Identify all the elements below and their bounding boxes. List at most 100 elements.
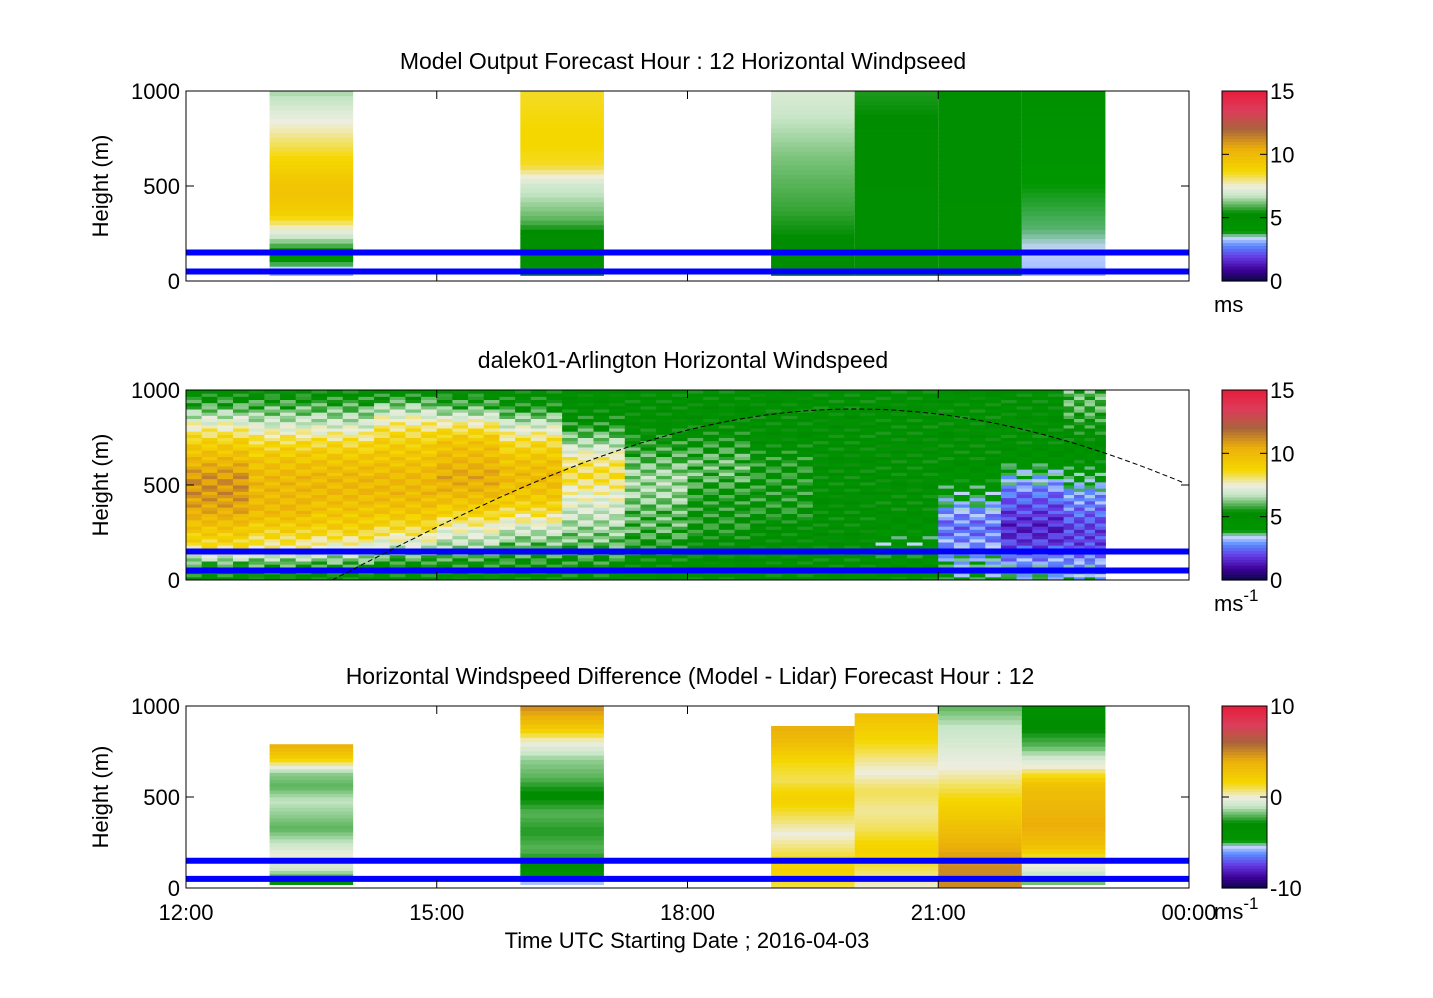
heatmap-cell-4-0-33 [436, 472, 453, 476]
heatmap-cell-12-0-0 [938, 576, 955, 580]
heatmap-cell-3-1-56 [389, 399, 406, 404]
heatmap-cell-1-2-6 [280, 557, 297, 562]
heatmap-cell-7-2-51 [656, 415, 673, 419]
heatmap-cell-2-3-15 [358, 529, 375, 533]
heatmap-cell-4-2-30 [468, 481, 485, 486]
heatmap-cell-7-0-29 [624, 485, 641, 489]
heatmap-cell-2-3-21 [358, 510, 375, 514]
heatmap-cell-12-0-45 [938, 434, 955, 438]
heatmap-cell-4-37 [938, 715, 1022, 721]
heatmap-cell-0-8 [269, 852, 354, 857]
heatmap-cell-4-0-18 [436, 519, 453, 524]
heatmap-cell-0-0-38 [186, 456, 203, 461]
heatmap-cell-3-2-47 [405, 428, 422, 432]
heatmap-cell-0-1-1 [201, 573, 218, 578]
heatmap-cell-11-3-26 [922, 494, 939, 499]
heatmap-cell-13-3-50 [1047, 418, 1065, 423]
heatmap-cell-0-3-16 [233, 526, 250, 530]
heatmap-cell-10-1-49 [828, 421, 845, 426]
heatmap-cell-11-2-29 [906, 485, 924, 489]
heatmap-cell-4-0-50 [436, 418, 453, 423]
heatmap-cell-11-0-0 [875, 576, 892, 580]
heatmap-cell-13-0-21 [1000, 510, 1018, 514]
heatmap-cell-8-3-21 [734, 510, 751, 514]
heatmap-cell-4-2-15 [468, 529, 485, 533]
heatmap-cell-3-1-24 [389, 500, 406, 505]
heatmap-cell-9-1-46 [765, 431, 783, 435]
heatmap-cell-10-2-13 [844, 535, 861, 540]
heatmap-cell-4-0-6 [436, 557, 453, 562]
heatmap-cell-8-3-52 [734, 412, 751, 416]
heatmap-cell-13-1-41 [1016, 447, 1033, 451]
heatmap-cell-1-2-11 [280, 542, 297, 546]
heatmap-cell-3-10 [854, 224, 939, 230]
heatmap-cell-3-1-49 [389, 421, 406, 426]
heatmap-cell-12-0-21 [938, 510, 955, 514]
heatmap-cell-11-1-54 [891, 405, 908, 410]
colorbar-segment-60 [1222, 398, 1267, 403]
heatmap-cell-3-3-52 [421, 412, 438, 416]
heatmap-cell-7-3-27 [671, 491, 688, 495]
heatmap-cell-5-3-39 [546, 453, 563, 457]
heatmap-cell-11-2-37 [906, 459, 924, 464]
heatmap-cell-1-1-56 [264, 399, 281, 404]
heatmap-cell-4-0-5 [436, 561, 453, 565]
heatmap-cell-13-3-54 [1047, 405, 1065, 410]
heatmap-cell-12-3-10 [985, 545, 1002, 549]
heatmap-cell-9-3-55 [797, 402, 814, 407]
heatmap-cell-11-3-5 [922, 561, 939, 565]
heatmap-cell-12-0-23 [938, 504, 955, 508]
heatmap-cell-12-1-31 [953, 478, 971, 483]
heatmap-cell-7-2-58 [656, 393, 673, 397]
heatmap-cell-3-2-5 [405, 561, 422, 565]
heatmap-cell-5-3-59 [546, 390, 563, 394]
heatmap-cell-0-2-22 [217, 507, 234, 511]
heatmap-cell-4-2-24 [468, 500, 485, 505]
heatmap-cell-7-1-53 [640, 409, 657, 413]
heatmap-cell-0-2-36 [217, 462, 234, 467]
heatmap-cell-4-1-51 [452, 415, 469, 419]
heatmap-cell-2-0-55 [311, 402, 328, 407]
heatmap-cell-8-3-29 [734, 485, 751, 489]
heatmap-cell-5-2-50 [530, 418, 547, 423]
heatmap-cell-1-3 [520, 866, 604, 872]
heatmap-cell-7-1-33 [640, 472, 657, 476]
heatmap-cell-9-2-33 [781, 472, 798, 476]
heatmap-cell-12-0-50 [938, 418, 955, 423]
heatmap-cell-13-2-0 [1032, 576, 1049, 580]
heatmap-cell-12-2-42 [969, 443, 986, 448]
heatmap-cell-1-12 [520, 215, 604, 221]
heatmap-cell-12-1-23 [953, 504, 971, 508]
colorbar-segment-50 [1222, 129, 1267, 134]
heatmap-cell-4-1-13 [452, 535, 469, 540]
heatmap-cell-13-1-1 [1016, 573, 1033, 578]
heatmap-cell-14-1-18 [1074, 519, 1086, 524]
heatmap-cell-14-2-49 [1084, 421, 1096, 426]
heatmap-cell-4-2-0 [468, 576, 485, 580]
heatmap-cell-1-0-25 [248, 497, 265, 502]
heatmap-cell-8-0-41 [687, 447, 704, 451]
heatmap-cell-13-3-39 [1047, 453, 1065, 457]
heatmap-cell-2-3-28 [358, 488, 375, 492]
heatmap-cell-6-1-31 [577, 478, 594, 483]
colorbar-segment-14 [1222, 535, 1267, 540]
heatmap-cell-10-1-20 [828, 513, 845, 518]
heatmap-cell-4-1-7 [452, 554, 469, 559]
heatmap-cell-13-1-50 [1016, 418, 1033, 423]
heatmap-cell-6-0-54 [562, 405, 579, 410]
heatmap-cell-4-0-19 [436, 516, 453, 521]
heatmap-cell-7-1-58 [640, 393, 657, 397]
heatmap-cell-6-0-55 [562, 402, 579, 407]
heatmap-cell-8-2-42 [718, 443, 736, 448]
heatmap-cell-8-2-14 [718, 532, 736, 537]
heatmap-cell-7-0-49 [624, 421, 641, 426]
heatmap-cell-7-2-18 [656, 519, 673, 524]
heatmap-cell-14-0-22 [1063, 507, 1075, 511]
heatmap-cell-14-1-20 [1074, 513, 1086, 518]
heatmap-cell-8-2-23 [718, 504, 736, 508]
heatmap-cell-3-0-31 [374, 478, 391, 483]
heatmap-cell-3-1-29 [389, 485, 406, 489]
heatmap-cell-13-0-29 [1000, 485, 1018, 489]
heatmap-cell-4-0-14 [436, 532, 453, 537]
heatmap-cell-0-9 [269, 229, 354, 235]
